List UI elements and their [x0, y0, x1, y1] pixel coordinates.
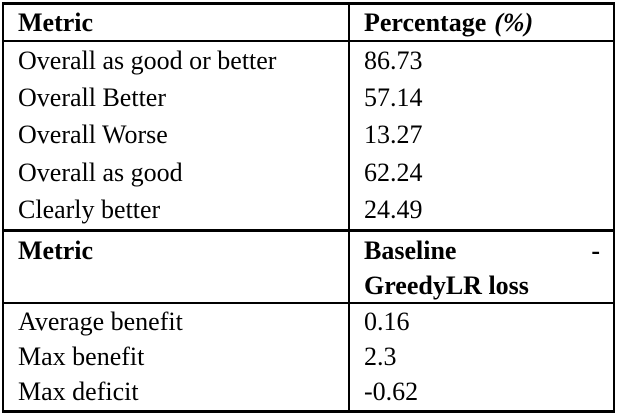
dash-label: -: [591, 235, 600, 265]
baseline-line: Baseline -: [364, 233, 613, 268]
value-cell: 57.14: [364, 83, 423, 113]
section1-header-row: Metric Percentage (%): [4, 5, 613, 42]
greedylr-loss-label: GreedyLR loss: [364, 270, 529, 300]
value-cell: 86.73: [364, 45, 423, 75]
table-row: Clearly better 24.49: [4, 191, 613, 229]
baseline-label: Baseline: [364, 235, 457, 265]
table-row: Overall Better 57.14: [4, 79, 613, 117]
table-row: Max benefit 2.3: [4, 339, 613, 375]
value-cell: 0.16: [364, 306, 410, 336]
value-cell: 13.27: [364, 120, 423, 150]
metric-cell: Max deficit: [4, 374, 350, 410]
value-cell: -0.62: [364, 377, 419, 407]
table-row: Overall as good or better 86.73: [4, 42, 613, 80]
table-row: Overall as good 62.24: [4, 154, 613, 192]
table-row: Average benefit 0.16: [4, 303, 613, 340]
section2-header-row: Metric Baseline - GreedyLR loss: [4, 228, 613, 304]
section2-header-metric: Metric: [4, 231, 350, 302]
metric-cell: Average benefit: [4, 303, 350, 340]
percentage-label: Percentage: [364, 7, 487, 37]
section2-header-value: Baseline - GreedyLR loss: [350, 232, 613, 302]
table-row: Overall Worse 13.27: [4, 116, 613, 155]
section1-header-metric: Metric: [4, 5, 350, 40]
metric-cell: Clearly better: [4, 191, 350, 229]
results-table: Metric Percentage (%) Overall as good or…: [2, 2, 615, 413]
value-cell: 24.49: [364, 195, 423, 225]
table-row: Max deficit -0.62: [4, 374, 613, 410]
metric-cell: Overall as good or better: [4, 42, 350, 80]
metric-cell: Overall Worse: [4, 116, 350, 155]
section1-header-value: Percentage (%): [350, 5, 613, 40]
value-cell: 62.24: [364, 157, 423, 187]
metric-cell: Overall as good: [4, 154, 350, 192]
metric-cell: Overall Better: [4, 79, 350, 117]
percentage-unit: (%): [494, 7, 534, 37]
value-cell: 2.3: [364, 341, 397, 371]
metric-cell: Max benefit: [4, 339, 350, 375]
